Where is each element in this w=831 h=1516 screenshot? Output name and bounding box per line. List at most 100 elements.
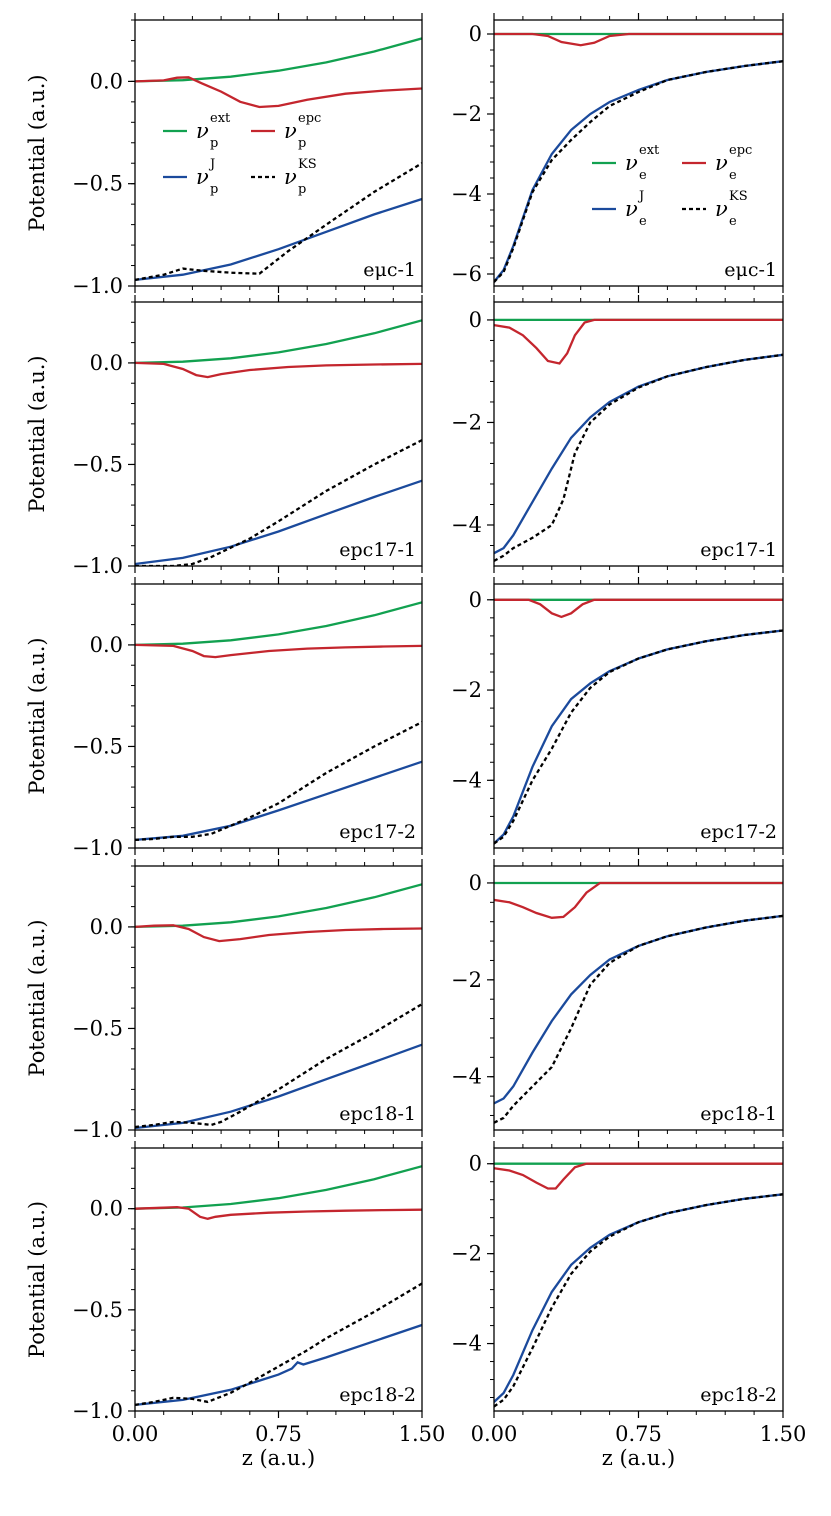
y-tick-label: −1.0 — [72, 554, 123, 578]
series-line-epc — [135, 76, 422, 109]
y-tick-label: 0.0 — [90, 351, 123, 375]
y-tick-label: 0 — [469, 871, 482, 895]
series-line-J — [135, 1043, 422, 1130]
y-tick-label: −2 — [451, 410, 482, 434]
legend-symbol: ν — [715, 151, 728, 175]
y-tick-label: 0.0 — [90, 915, 123, 939]
y-axis-title: Potential (a.u.) — [25, 355, 49, 512]
series-line-J — [135, 479, 422, 566]
legend-superscript: ext — [639, 143, 660, 158]
panel-frame — [493, 19, 784, 287]
series-line-J — [494, 914, 783, 1105]
legend-superscript: epc — [729, 143, 752, 158]
legend-superscript: epc — [298, 111, 321, 126]
panel-proton-2: 0.0 −0.5 −1.0 epc17-1 Potential (a.u.) — [25, 295, 423, 578]
y-tick-label: 0 — [469, 308, 482, 332]
y-tick-label: 0 — [469, 588, 482, 612]
legend-symbol: ν — [196, 165, 209, 189]
panel-frame — [493, 301, 784, 567]
y-tick-label: −6 — [451, 262, 482, 286]
series-line-KS — [135, 721, 422, 842]
panel-label: epc17-2 — [339, 821, 416, 843]
panel-label: eμc-1 — [363, 259, 416, 281]
panel-frame — [134, 865, 423, 1131]
legend-symbol: ν — [196, 119, 209, 143]
panel-label: eμc-1 — [724, 259, 777, 281]
series-line-ext — [135, 1165, 422, 1210]
x-tick-label: 0.00 — [112, 1422, 159, 1446]
panel-frame — [493, 583, 784, 849]
series-line-epc — [494, 881, 783, 919]
legend-subscript: e — [639, 168, 647, 183]
panel-label: epc17-1 — [339, 539, 416, 561]
panel-frame — [134, 1147, 423, 1412]
series-line-epc — [135, 361, 422, 379]
panel-frame — [134, 301, 423, 567]
legend-symbol: ν — [625, 151, 638, 175]
panel-frame — [493, 865, 784, 1131]
y-tick-label: −4 — [451, 1065, 482, 1089]
panel-label: epc18-2 — [700, 1384, 777, 1406]
series-line-KS — [135, 162, 422, 282]
legend-subscript: e — [729, 214, 737, 229]
legend-subscript: e — [729, 168, 737, 183]
panel-label: epc17-1 — [700, 539, 777, 561]
x-axis-title: z (a.u.) — [602, 1446, 676, 1470]
y-tick-label: −1.0 — [72, 274, 123, 298]
series-line-ext — [135, 601, 422, 647]
legend-subscript: p — [210, 136, 218, 151]
legend-subscript: p — [210, 182, 218, 197]
legend-symbol: ν — [284, 119, 297, 143]
legend-symbol: ν — [284, 165, 297, 189]
panel-frame — [493, 1147, 784, 1412]
y-tick-label: −2 — [451, 968, 482, 992]
y-tick-label: −4 — [451, 182, 482, 206]
y-tick-label: −1.0 — [72, 1118, 123, 1142]
y-tick-label: 0 — [469, 22, 482, 46]
series-line-KS — [494, 60, 783, 283]
series-line-KS — [494, 353, 783, 562]
panel-proton-1: 0.0−0.5−1.0eμc-1νpextνpepcνpJνpKSPotenti… — [25, 13, 423, 298]
y-tick-label: −2 — [451, 678, 482, 702]
series-line-ext — [135, 37, 422, 83]
panel-label: epc18-1 — [339, 1103, 416, 1125]
y-tick-label: −0.5 — [72, 1016, 123, 1040]
series-line-J — [494, 353, 783, 555]
series-line-epc — [135, 643, 422, 659]
x-tick-label: 0.75 — [615, 1422, 662, 1446]
series-line-J — [494, 629, 783, 845]
series-line-KS — [135, 439, 422, 566]
x-axis-title: z (a.u.) — [242, 1446, 316, 1470]
y-tick-label: −4 — [451, 513, 482, 537]
panel-label: epc17-2 — [700, 821, 777, 843]
legend-superscript: J — [637, 189, 644, 204]
series-line-epc — [135, 1205, 422, 1220]
y-axis-title: Potential (a.u.) — [25, 919, 49, 1076]
series-line-ext — [135, 319, 422, 365]
series-line-epc — [494, 1162, 783, 1190]
panel-frame — [134, 583, 423, 849]
panel-electron-2: 0 −2 −4 epc17-1 — [451, 295, 784, 573]
series-line-epc — [494, 318, 783, 365]
y-tick-label: −0.5 — [72, 1298, 123, 1322]
y-axis-title: Potential (a.u.) — [25, 1201, 49, 1358]
series-line-KS — [494, 629, 783, 845]
x-tick-label: 1.50 — [399, 1422, 446, 1446]
panel-label: epc18-2 — [339, 1384, 416, 1406]
legend-subscript: p — [298, 136, 306, 151]
series-line-KS — [494, 914, 783, 1124]
x-tick-label: 0.75 — [255, 1422, 302, 1446]
legend-subscript: e — [639, 214, 647, 229]
legend-symbol: ν — [625, 197, 638, 221]
series-line-KS — [135, 1003, 422, 1129]
x-tick-label: 0.00 — [471, 1422, 518, 1446]
y-axis-title: Potential (a.u.) — [25, 74, 49, 231]
y-tick-label: −1.0 — [72, 1399, 123, 1423]
y-tick-label: 0.0 — [90, 633, 123, 657]
y-tick-label: 0.0 — [90, 1197, 123, 1221]
y-tick-label: 0.0 — [90, 69, 123, 93]
y-tick-label: −2 — [451, 1242, 482, 1266]
